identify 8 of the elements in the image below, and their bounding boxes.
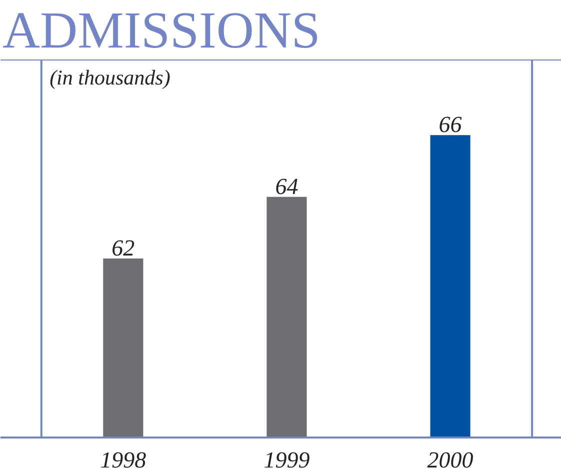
data-label: 64 bbox=[275, 174, 298, 199]
chart-title: ADMISSIONS bbox=[2, 2, 320, 60]
x-tick-label: 1998 bbox=[100, 448, 147, 472]
data-label: 62 bbox=[112, 236, 135, 261]
chart-subtitle: (in thousands) bbox=[50, 66, 170, 90]
data-label: 66 bbox=[438, 112, 462, 138]
x-tick-label: 2000 bbox=[427, 448, 474, 472]
x-tick-label: 1999 bbox=[264, 448, 310, 472]
